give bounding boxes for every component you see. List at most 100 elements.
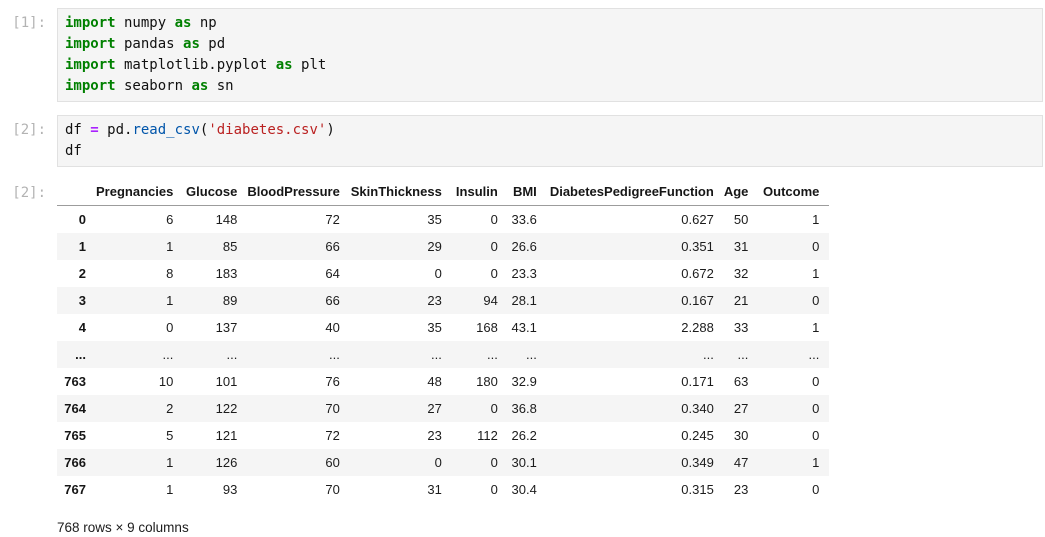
column-header-cell: BMI [507, 180, 547, 206]
table-cell: 2.288 [681, 319, 714, 335]
table-cell: 30.4 [511, 481, 537, 497]
column-header-cell: SkinThickness [349, 180, 452, 206]
code-editor-1[interactable]: import numpy as np import pandas as pd imp… [57, 8, 1043, 102]
table-cell: 35 [427, 319, 442, 335]
code-cell-1: [1]: import numpy as np import pandas as … [0, 8, 1045, 102]
dataframe-shape-caption: 768 rows × 9 columns [57, 519, 189, 535]
table-cell: 1 [812, 265, 820, 281]
table-cell: 29 [427, 238, 442, 254]
table-cell: 72 [325, 427, 340, 443]
table-cell: 0.171 [681, 373, 714, 389]
code-line: df = pd.read_csv('diabetes.csv') [65, 122, 335, 138]
table-cell: 33 [733, 319, 749, 335]
row-index-cell: 764 [64, 400, 86, 416]
table-cell: 94 [483, 292, 498, 308]
column-header-cell: Glucose [183, 180, 248, 206]
code-content-1: import numpy as np import pandas as pd imp… [65, 13, 1034, 97]
row-index-cell: 2 [78, 265, 86, 281]
table-cell: 27 [733, 400, 749, 416]
table-cell: 0.245 [681, 427, 714, 443]
table-cell: 23 [427, 427, 442, 443]
table-cell: 60 [325, 454, 340, 470]
table-cell: ... [430, 346, 442, 362]
table-cell: 70 [325, 481, 340, 497]
table-cell: 0 [812, 400, 820, 416]
table-cell: 0 [490, 400, 498, 416]
table-cell: ... [808, 346, 820, 362]
table-cell: 89 [222, 292, 238, 308]
row-index-cell: 766 [64, 454, 86, 470]
table-cell: 0.349 [681, 454, 714, 470]
table-cell: 70 [325, 400, 340, 416]
row-index-cell: 4 [78, 319, 86, 335]
table-cell: 21 [733, 292, 749, 308]
output-content: Pregnancies Glucose BloodPressure SkinThick… [57, 180, 1045, 535]
table-header: Pregnancies Glucose BloodPressure SkinThick… [57, 180, 830, 206]
table-cell: 26.6 [511, 238, 537, 254]
input-prompt-2: [2]: [12, 122, 46, 138]
table-row: 3 1 89 66 23 94 28.1 0.167 21 0 [57, 286, 830, 314]
table-cell: 0 [812, 292, 820, 308]
table-cell: 47 [733, 454, 749, 470]
table-cell: 0.672 [681, 265, 714, 281]
table-cell: ... [328, 346, 340, 362]
table-row: 0 6 148 72 35 0 33.6 0.627 50 1 [57, 206, 829, 233]
table-cell: 1 [166, 454, 174, 470]
table-row: 766 1 126 60 0 0 30.1 0.349 47 1 [57, 448, 830, 476]
index-header-cell [57, 180, 96, 206]
row-index-cell: 1 [78, 238, 86, 254]
table-cell: 0.340 [681, 400, 714, 416]
table-row: 2 8 183 64 0 0 23.3 0.672 32 1 [57, 260, 829, 287]
column-header-cell: Age [723, 180, 759, 206]
table-cell: ... [702, 346, 714, 362]
table-cell: 137 [215, 319, 238, 335]
table-cell: 0 [812, 427, 820, 443]
table-cell: 1 [812, 454, 820, 470]
table-cell: 40 [325, 319, 340, 335]
table-cell: 31 [427, 481, 442, 497]
table-cell: 1 [812, 319, 820, 335]
table-header-row: Pregnancies Glucose BloodPressure SkinThick… [57, 180, 830, 206]
table-cell: 23 [733, 481, 749, 497]
code-line: import seaborn as sn [65, 78, 234, 94]
table-cell: 0 [812, 481, 820, 497]
table-row: 4 0 137 40 35 168 43.1 2.288 33 1 [57, 314, 829, 341]
table-cell: 148 [215, 211, 238, 227]
table-cell: 85 [222, 238, 238, 254]
output-prompt: [2]: [12, 185, 46, 201]
table-cell: 0 [812, 373, 820, 389]
table-cell: 0 [434, 454, 442, 470]
row-index-cell: ... [75, 346, 86, 362]
table-row: 764 2 122 70 27 0 36.8 0.340 27 0 [57, 394, 830, 422]
table-cell: 0 [490, 211, 498, 227]
code-cell-2: [2]: df = pd.read_csv('diabetes.csv') df [0, 115, 1045, 167]
table-cell: 28.1 [511, 292, 537, 308]
table-cell: 6 [166, 211, 174, 227]
table-cell: 8 [166, 265, 174, 281]
column-header-cell: BloodPressure [247, 180, 350, 206]
table-cell: 48 [427, 373, 442, 389]
column-header-cell: Outcome [758, 180, 830, 206]
table-row: 763 10 101 76 48 180 32.9 0.171 63 0 [57, 368, 829, 395]
table-cell: 1 [166, 292, 174, 308]
code-line: import numpy as np [65, 15, 217, 31]
column-header-cell: Pregnancies [96, 180, 184, 206]
table-cell: 1 [812, 211, 820, 227]
table-row: 767 1 93 70 31 0 30.4 0.315 23 0 [57, 476, 829, 503]
table-cell: 0 [434, 265, 442, 281]
table-cell: 32.9 [511, 373, 537, 389]
table-cell: 23.3 [511, 265, 537, 281]
table-cell: 122 [215, 400, 238, 416]
column-header-cell: Insulin [451, 180, 508, 206]
code-line: import pandas as pd [65, 36, 226, 52]
table-cell: 168 [476, 319, 498, 335]
table-cell: ... [486, 346, 498, 362]
table-cell: 180 [476, 373, 498, 389]
table-cell: 36.8 [511, 400, 537, 416]
table-cell: 126 [215, 454, 238, 470]
code-editor-2[interactable]: df = pd.read_csv('diabetes.csv') df [57, 115, 1043, 167]
table-cell: 27 [427, 400, 442, 416]
table-cell: 30 [733, 427, 749, 443]
table-cell: 0 [490, 238, 498, 254]
table-body: 0 6 148 72 35 0 33.6 0.627 50 1 1 1 85 66 29 0 26.6 0.351… [57, 206, 830, 503]
